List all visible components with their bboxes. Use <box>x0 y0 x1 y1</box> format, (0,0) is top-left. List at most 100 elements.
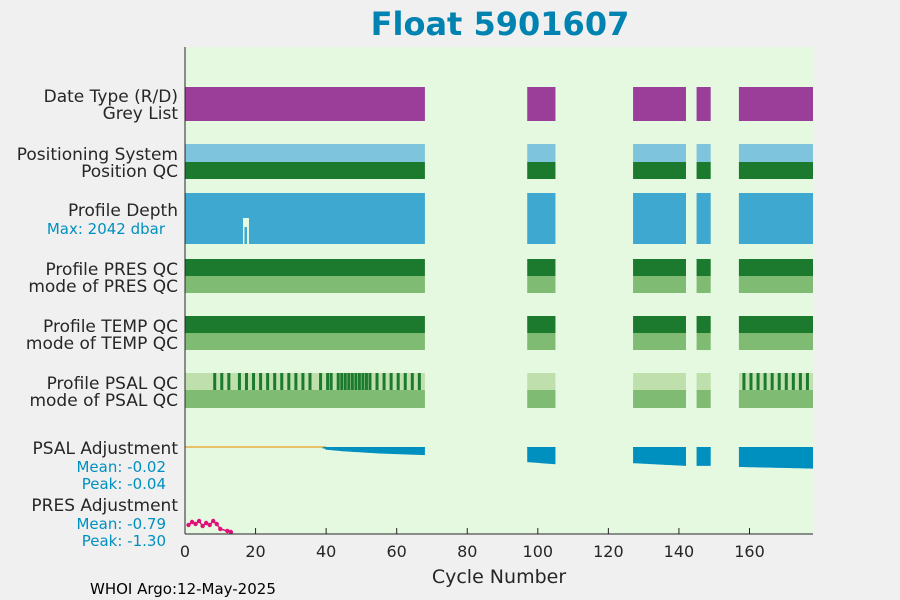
psal-qc-bad-stripe <box>237 373 241 390</box>
psal-qc-bad-stripe <box>301 373 305 390</box>
psal-qc-mode-bar <box>696 390 711 408</box>
psal-qc-bad-stripe <box>784 373 788 390</box>
psal-qc-bad-stripe <box>319 373 323 390</box>
psal-qc-bad-stripe <box>357 373 361 390</box>
x-axis-label: Cycle Number <box>432 566 566 588</box>
psal-qc-bad-stripe <box>364 373 368 390</box>
pres-qc-bar <box>633 259 686 276</box>
psal-qc-bad-stripe <box>396 373 400 390</box>
psal-qc-bad-stripe <box>308 373 312 390</box>
psal-adjustment-area <box>738 447 813 469</box>
temp-qc-bar <box>738 316 813 333</box>
x-tick-label: 20 <box>245 542 265 561</box>
row-label-psaladj: PSAL Adjustment <box>33 439 179 459</box>
row-label-possys: Positioning System <box>17 145 178 165</box>
psal-qc-bad-stripe <box>347 373 351 390</box>
psal-qc-bad-stripe <box>389 373 393 390</box>
date-type-bar <box>738 87 813 121</box>
psal-adjustment-area <box>322 447 425 456</box>
row-label-psalmode: mode of PSAL QC <box>29 391 178 411</box>
psal-qc-bad-stripe <box>227 373 231 390</box>
pres-qc-bar <box>185 259 425 276</box>
psal-qc-bad-stripe <box>417 373 421 390</box>
psal-qc-bad-stripe <box>266 373 270 390</box>
temp-qc-mode-bar <box>185 333 425 350</box>
psal-qc-bad-stripe <box>410 373 414 390</box>
row-sublabel-psaladj-mean: Mean: -0.02 <box>76 458 166 476</box>
psal-qc-bad-stripe <box>770 373 774 390</box>
row-sublabel-depth: Max: 2042 dbar <box>47 220 166 238</box>
profile-depth-bar <box>185 193 425 244</box>
date-type-bar <box>527 87 556 121</box>
psal-qc-bad-stripe <box>354 373 358 390</box>
temp-qc-bar <box>696 316 711 333</box>
psal-qc-bad-stripe <box>287 373 291 390</box>
temp-qc-bar <box>185 316 425 333</box>
psal-qc-bad-stripe <box>361 373 365 390</box>
row-label-depth: Profile Depth <box>68 201 178 221</box>
pres-adjustment-line <box>188 519 232 533</box>
pres-qc-mode-bar <box>696 276 711 293</box>
row-sublabel-presadj-peak: Peak: -1.30 <box>82 532 166 550</box>
positioning-system-bar <box>738 144 813 162</box>
temp-qc-bar <box>633 316 686 333</box>
temp-qc-mode-bar <box>738 333 813 350</box>
profile-depth-bar <box>738 193 813 244</box>
psal-qc-bad-stripe <box>336 373 340 390</box>
temp-qc-mode-bar <box>633 333 686 350</box>
psal-qc-bad-stripe <box>749 373 753 390</box>
positioning-system-bar <box>633 144 686 162</box>
pres-qc-mode-bar <box>527 276 556 293</box>
psal-qc-bad-stripe <box>742 373 746 390</box>
position-qc-bar <box>527 162 556 179</box>
row-label-presadj: PRES Adjustment <box>31 496 178 516</box>
profile-depth-bar <box>696 193 711 244</box>
psal-qc-bad-stripe <box>273 373 277 390</box>
x-tick-label: 80 <box>457 542 477 561</box>
psal-qc-bad-stripe <box>340 373 344 390</box>
x-tick-label: 60 <box>387 542 407 561</box>
pres-qc-bar <box>738 259 813 276</box>
row-label-presqc: Profile PRES QC <box>45 260 178 280</box>
row-label-date: Date Type (R/D) <box>44 87 178 107</box>
psal-adjustment-baseline <box>633 447 686 449</box>
x-tick-label: 40 <box>316 542 336 561</box>
footer-credit: WHOI Argo:12-May-2025 <box>90 580 276 598</box>
x-tick-label: 160 <box>734 542 765 561</box>
psal-qc-bad-stripe <box>805 373 809 390</box>
psal-qc-bad-stripe <box>329 373 333 390</box>
psal-qc-bad-stripe <box>382 373 386 390</box>
x-tick-label: 120 <box>593 542 624 561</box>
profile-depth-bar <box>527 193 556 244</box>
temp-qc-mode-bar <box>527 333 556 350</box>
chart-title: Float 5901607 <box>371 5 630 43</box>
x-ticks: 0 20 40 60 80 100 120 140 160 <box>180 528 765 561</box>
psal-adjustment-baseline <box>527 447 556 449</box>
psal-qc-bad-stripe <box>220 373 224 390</box>
x-tick-label: 100 <box>523 542 554 561</box>
psal-qc-bad-stripe <box>294 373 298 390</box>
psal-qc-bad-stripe <box>343 373 347 390</box>
row-label-presmode: mode of PRES QC <box>28 277 178 297</box>
psal-qc-bad-stripe <box>798 373 802 390</box>
psal-qc-bad-stripe <box>368 373 372 390</box>
row-label-psalqc: Profile PSAL QC <box>47 374 178 394</box>
psal-qc-bad-stripe <box>403 373 407 390</box>
psal-qc-bad-stripe <box>213 373 217 390</box>
pres-qc-bar <box>527 259 556 276</box>
psal-qc-bad-stripe <box>777 373 781 390</box>
psal-qc-mode-bar <box>527 390 556 408</box>
row-label-tempqc: Profile TEMP QC <box>43 317 178 337</box>
x-tick-label: 140 <box>664 542 695 561</box>
date-type-bar <box>633 87 686 121</box>
temp-qc-mode-bar <box>696 333 711 350</box>
positioning-system-bar <box>185 144 425 162</box>
pres-qc-mode-bar <box>633 276 686 293</box>
temp-qc-bar <box>527 316 556 333</box>
psal-adjustment-area <box>527 447 556 465</box>
psal-qc-mode-bar <box>633 390 686 408</box>
psal-qc-bad-stripe <box>763 373 767 390</box>
psal-qc-mode-bar <box>185 390 425 408</box>
chart-marks <box>185 87 813 535</box>
